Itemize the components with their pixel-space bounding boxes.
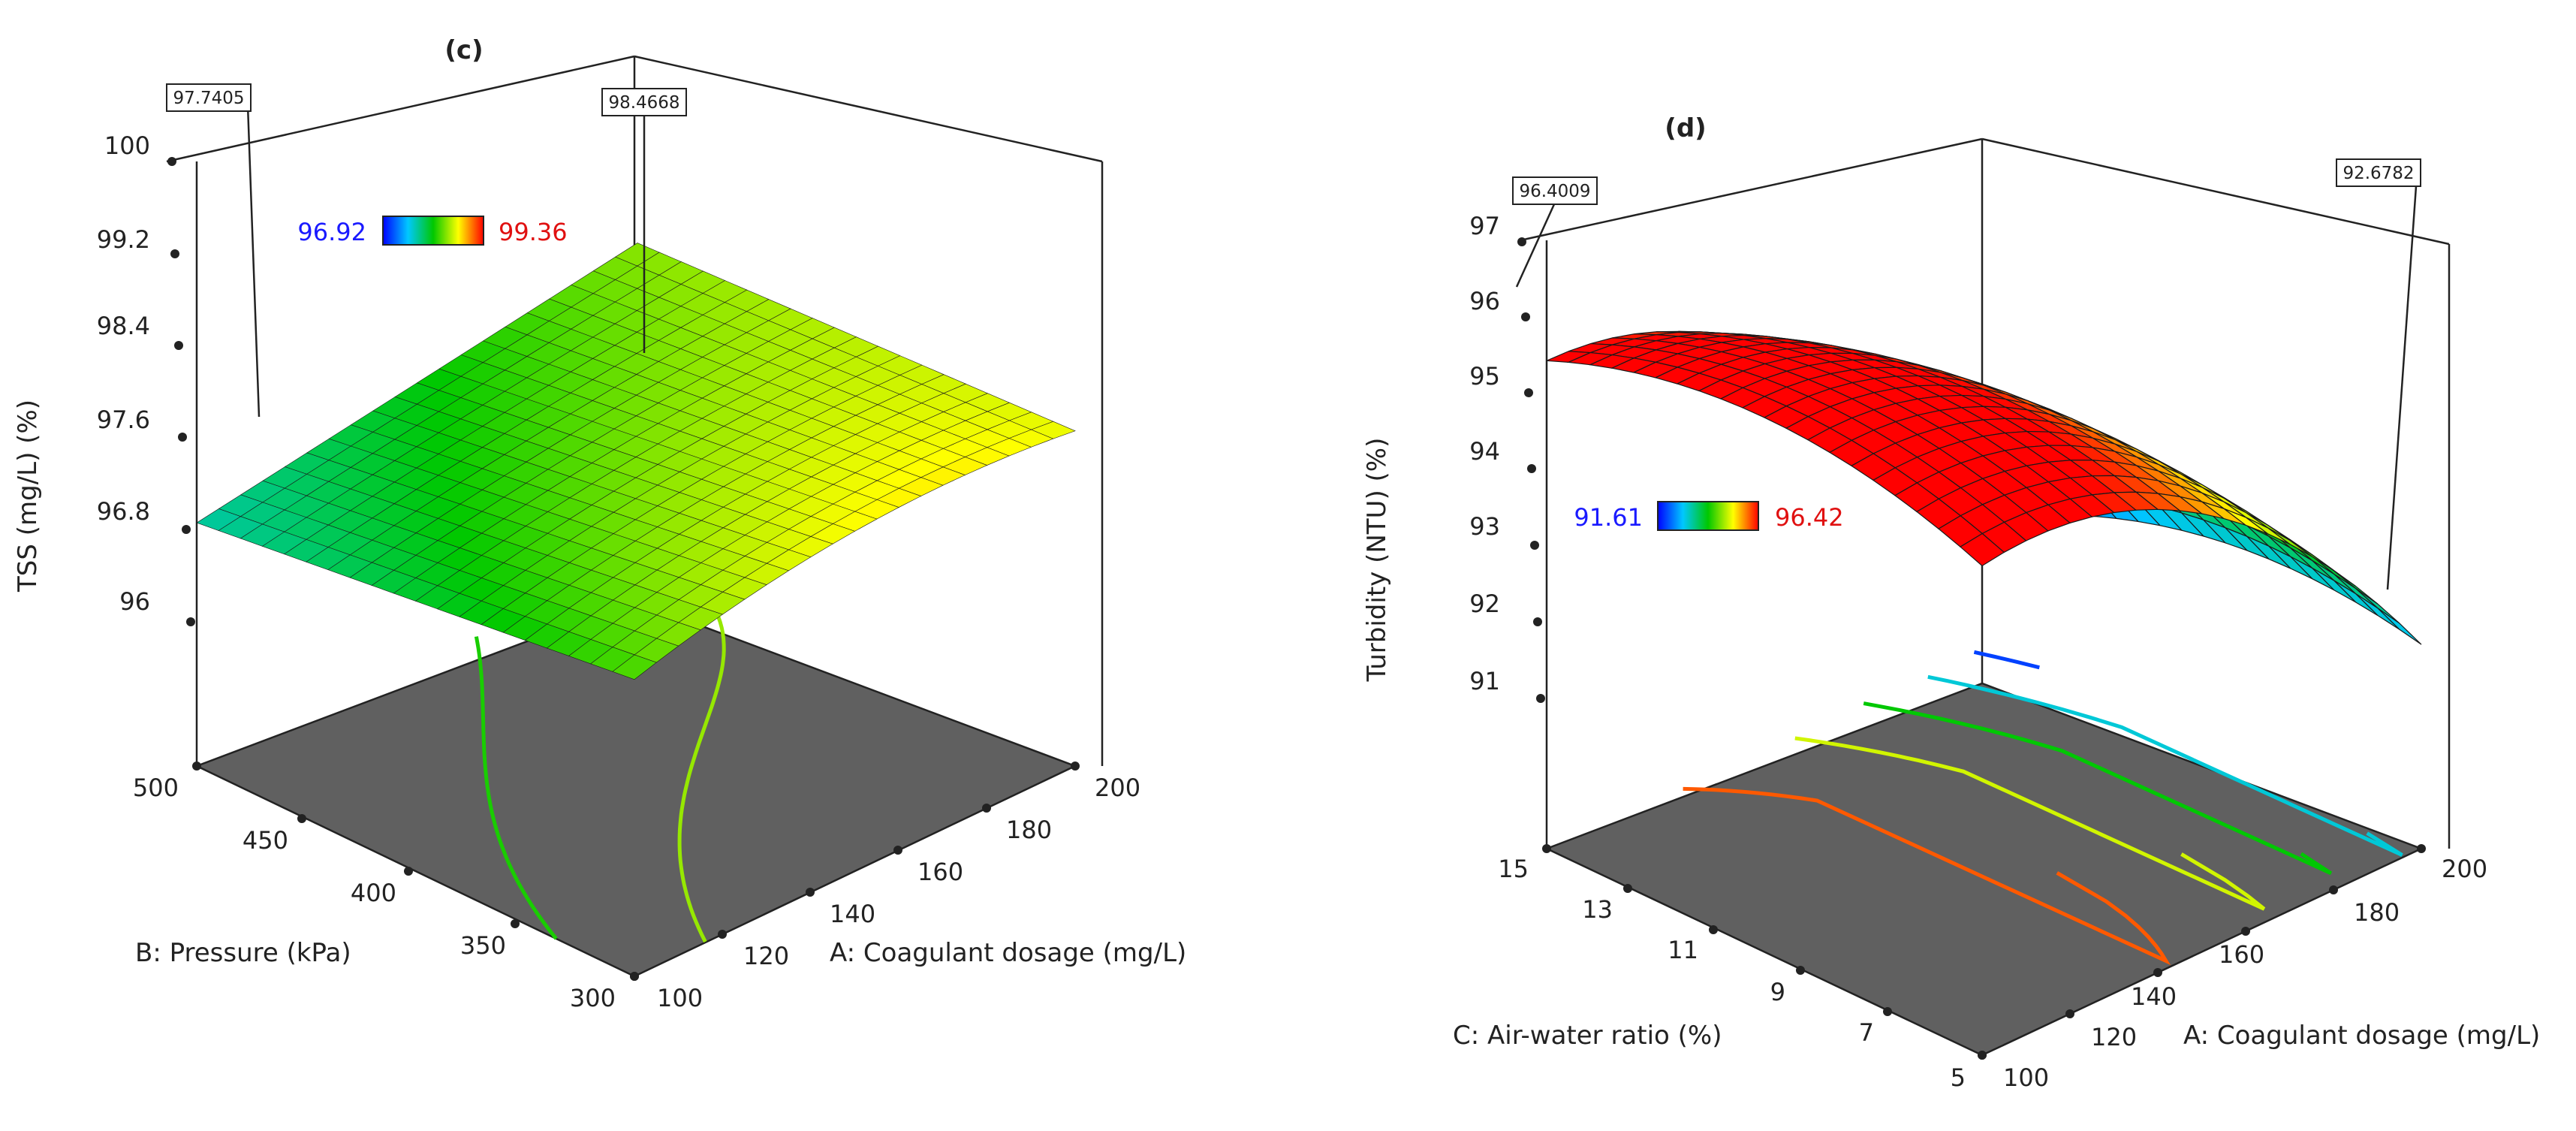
panel-c-atick: 100 bbox=[657, 984, 703, 1012]
panel-d-ztick: 91 bbox=[1469, 667, 1500, 695]
panel-d-atick: 160 bbox=[2219, 940, 2264, 969]
contour-line bbox=[1794, 736, 2266, 911]
panel-c-btick: 300 bbox=[570, 984, 616, 1012]
contour-line bbox=[1973, 650, 2040, 670]
panel-c-ztick: 96 bbox=[119, 587, 150, 616]
panel-d-z-axis: 97 96 95 94 93 92 91 Turbidity (NTU) (%) bbox=[1362, 212, 1545, 703]
panel-d-ctick: 13 bbox=[1582, 895, 1613, 924]
panel-c-btick: 350 bbox=[460, 931, 506, 960]
panel-d-a-label: A: Coagulant dosage (mg/L) bbox=[2183, 1021, 2540, 1051]
panel-d-surface bbox=[1546, 330, 2422, 645]
panel-c-z-label: TSS (mg/L) (%) bbox=[13, 400, 43, 593]
panel-d-ztick: 97 bbox=[1469, 212, 1500, 240]
panel-d-ztick: 95 bbox=[1469, 362, 1500, 391]
panel-d-c-axis: 15 13 11 9 7 5 C: Air-water ratio (%) bbox=[1453, 844, 1987, 1092]
panel-d-atick: 140 bbox=[2131, 982, 2177, 1011]
panel-d-frame bbox=[1520, 137, 2451, 849]
panel-d-legend-min: 91.61 bbox=[1574, 503, 1643, 532]
panel-d-legend-max: 96.42 bbox=[1775, 503, 1844, 532]
panel-c-ztick: 98.4 bbox=[97, 312, 150, 340]
panel-d-ctick: 9 bbox=[1770, 978, 1785, 1006]
surface-patch bbox=[2333, 580, 2379, 617]
panel-d-ztick: 94 bbox=[1469, 437, 1500, 466]
panel-c-atick: 180 bbox=[1006, 816, 1052, 844]
panel-c-legend-min: 96.92 bbox=[297, 218, 366, 246]
panel-d-title: (d) bbox=[1665, 113, 1706, 143]
panel-c-atick: 160 bbox=[917, 858, 963, 886]
surface-patch bbox=[2377, 608, 2422, 645]
panel-d-ztick: 96 bbox=[1469, 287, 1500, 315]
panel-c-atick: 200 bbox=[1095, 774, 1140, 802]
panel-d-atick: 180 bbox=[2354, 898, 2400, 927]
panel-c-ztick: 100 bbox=[104, 131, 150, 160]
panel-c-ztick: 99.2 bbox=[97, 225, 150, 254]
surface-patch bbox=[2355, 593, 2400, 630]
panel-c-btick: 450 bbox=[243, 826, 288, 855]
contour-line bbox=[1683, 786, 2171, 966]
panel-d-ctick: 5 bbox=[1951, 1063, 1966, 1092]
panel-d-floor bbox=[1544, 682, 2424, 1057]
surface-patch bbox=[1959, 532, 2005, 567]
panel-c-btick: 400 bbox=[351, 879, 396, 907]
surface-patch bbox=[612, 654, 657, 680]
panel-d-contour-lines bbox=[1683, 650, 2403, 966]
panel-d-ctick: 7 bbox=[1859, 1018, 1874, 1047]
contour-line bbox=[677, 584, 726, 943]
panel-c-btick: 500 bbox=[133, 774, 179, 802]
panel-d-atick: 120 bbox=[2091, 1023, 2137, 1051]
contour-line bbox=[1863, 701, 2333, 876]
contour-line bbox=[1927, 674, 2403, 857]
panel-c-flags: 97.7405 98.4668 bbox=[166, 83, 687, 418]
panel-d-atick: 100 bbox=[2003, 1063, 2049, 1092]
panel-c-ztick: 96.8 bbox=[97, 497, 150, 526]
panel-c-contour-lines bbox=[474, 584, 726, 943]
panel-c-color-legend: 96.92 99.36 bbox=[297, 216, 568, 246]
panel-c-atick: 120 bbox=[743, 942, 789, 970]
panel-c-b-axis: 500 450 400 350 300 B: Pressure (kPa) bbox=[133, 762, 639, 1012]
panel-c-surface bbox=[196, 243, 1076, 680]
panel-d-ctick: 15 bbox=[1498, 855, 1529, 883]
panel-c-b-label: B: Pressure (kPa) bbox=[135, 938, 351, 968]
panel-d-atick: 200 bbox=[2442, 855, 2487, 883]
panel-c-a-label: A: Coagulant dosage (mg/L) bbox=[830, 938, 1186, 968]
panel-c-z-axis: 100 99.2 98.4 97.6 96.8 96 TSS (mg/L) (%… bbox=[13, 131, 195, 626]
panel-c-flag-left: 97.7405 bbox=[173, 89, 244, 108]
panel-c-flag-right: 98.4668 bbox=[608, 93, 679, 113]
panel-c-tss-surface: 97.7405 98.4668 100 99.2 98.4 97.6 96.8 … bbox=[13, 35, 1186, 1012]
panel-d-ztick: 92 bbox=[1469, 590, 1500, 618]
panel-d-flag-right: 92.6782 bbox=[2343, 164, 2414, 183]
panel-d-ctick: 11 bbox=[1668, 936, 1698, 964]
panel-d-z-label: Turbidity (NTU) (%) bbox=[1362, 438, 1392, 683]
panel-d-flags: 96.4009 92.6782 bbox=[1512, 158, 2421, 590]
panel-c-atick: 140 bbox=[830, 900, 875, 928]
panel-d-color-legend: 91.61 96.42 bbox=[1574, 501, 1844, 532]
panel-c-ztick: 97.6 bbox=[97, 406, 150, 434]
panel-d-a-axis: 100 120 140 160 180 200 A: Coagulant dos… bbox=[1978, 844, 2540, 1092]
panel-c-legend-max: 99.36 bbox=[499, 218, 568, 246]
contour-line bbox=[474, 636, 558, 940]
panel-d-ztick: 93 bbox=[1469, 512, 1500, 541]
panel-d-c-label: C: Air-water ratio (%) bbox=[1453, 1021, 1722, 1051]
panel-d-flag-left: 96.4009 bbox=[1519, 182, 1590, 201]
panel-c-a-axis: 100 120 140 160 180 200 A: Coagulant dos… bbox=[630, 762, 1186, 1012]
panel-c-title: (c) bbox=[444, 35, 483, 65]
panel-d-turbidity-surface: 96.4009 92.6782 97 96 95 94 93 92 91 Tur… bbox=[1362, 113, 2540, 1092]
